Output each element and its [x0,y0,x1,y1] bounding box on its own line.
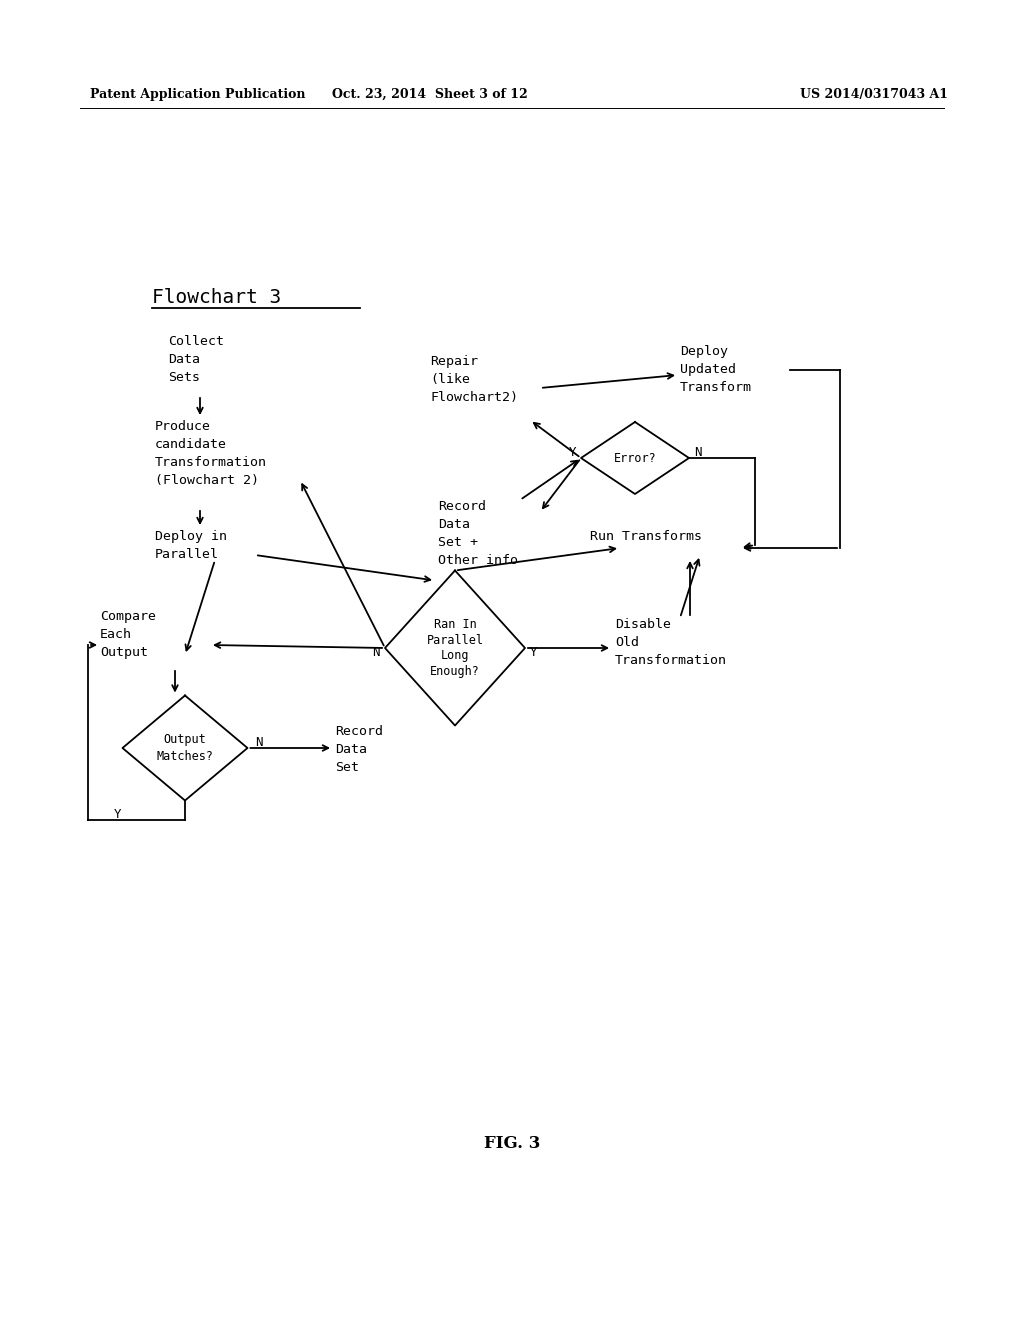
Text: US 2014/0317043 A1: US 2014/0317043 A1 [800,88,948,102]
Text: Produce
candidate
Transformation
(Flowchart 2): Produce candidate Transformation (Flowch… [155,420,267,487]
Text: Patent Application Publication: Patent Application Publication [90,88,305,102]
Text: Compare
Each
Output: Compare Each Output [100,610,156,659]
Text: Run Transforms: Run Transforms [590,531,702,543]
Text: Y: Y [568,446,575,459]
Text: Record
Data
Set +
Other info: Record Data Set + Other info [438,500,518,568]
Text: Deploy
Updated
Transform: Deploy Updated Transform [680,345,752,393]
Text: N: N [694,446,701,459]
Text: Oct. 23, 2014  Sheet 3 of 12: Oct. 23, 2014 Sheet 3 of 12 [332,88,528,102]
Text: Deploy in
Parallel: Deploy in Parallel [155,531,227,561]
Text: Y: Y [530,647,538,660]
Text: Flowchart 3: Flowchart 3 [152,288,282,308]
Text: FIG. 3: FIG. 3 [483,1135,541,1152]
Text: Collect
Data
Sets: Collect Data Sets [168,335,224,384]
Text: Y: Y [114,808,121,821]
Text: Error?: Error? [613,451,656,465]
Text: Output
Matches?: Output Matches? [157,733,213,763]
Text: Record
Data
Set: Record Data Set [335,725,383,774]
Text: N: N [373,647,380,660]
Text: Repair
(like
Flowchart2): Repair (like Flowchart2) [430,355,518,404]
Text: Disable
Old
Transformation: Disable Old Transformation [615,618,727,667]
Text: N: N [256,737,263,750]
Text: Ran In
Parallel
Long
Enough?: Ran In Parallel Long Enough? [427,618,483,678]
